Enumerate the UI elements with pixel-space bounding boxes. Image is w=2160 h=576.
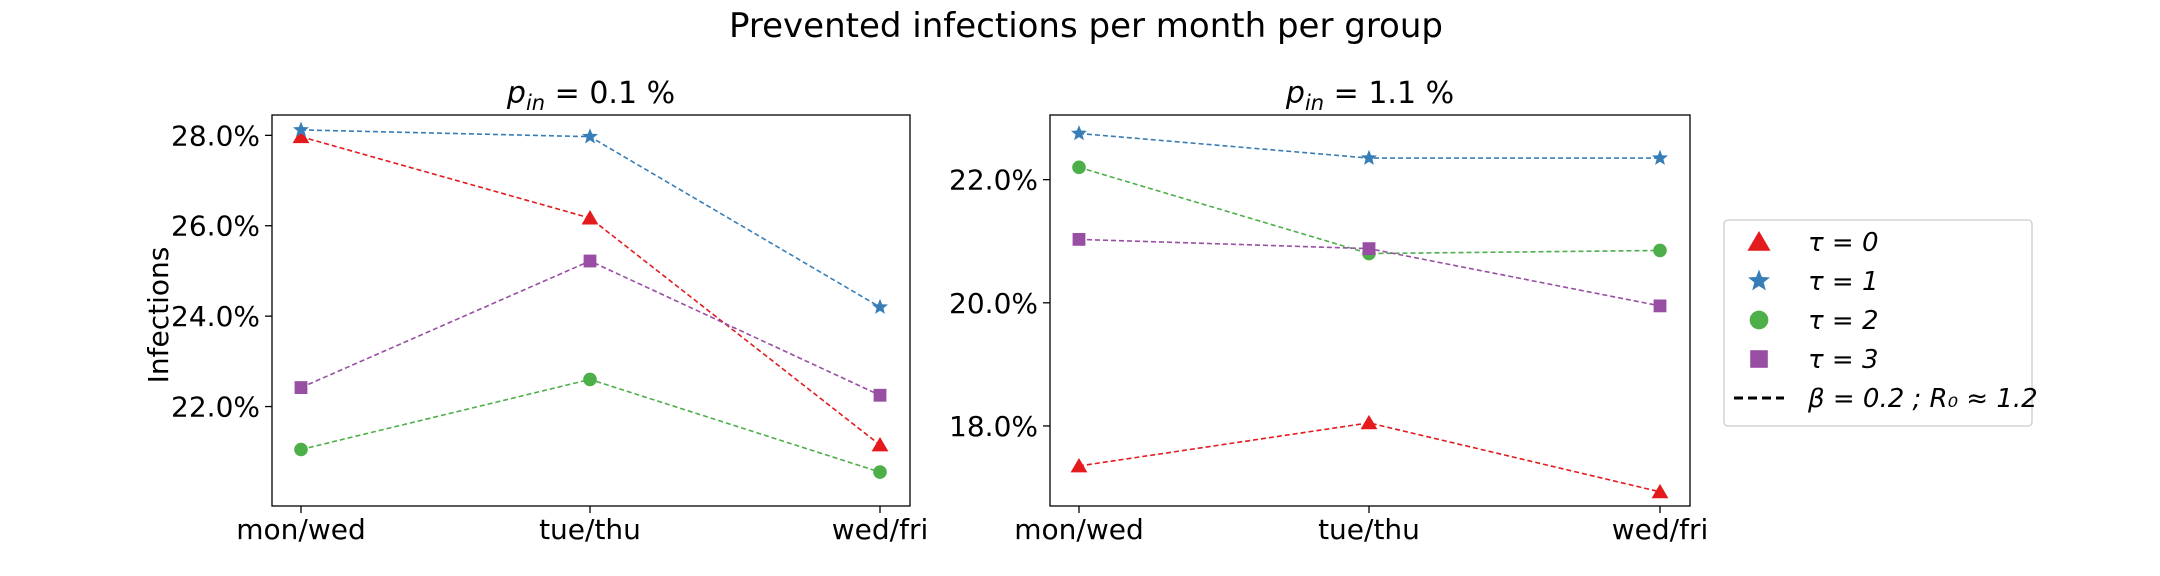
series-tau-3 [294,254,887,402]
data-point [1653,243,1667,258]
y-tick-label: 24.0% [171,300,260,333]
data-point [1652,149,1668,165]
series-line [1078,166,1661,255]
x-tick-label: wed/fri [1612,513,1708,546]
data-point [1362,242,1376,256]
legend-marker [1749,310,1769,330]
data-point [294,442,308,457]
y-tick-label: 26.0% [171,210,260,243]
series-tau-1 [1071,125,1668,165]
data-point [1361,149,1377,165]
x-tick-label: tue/thu [1318,513,1420,546]
data-point [582,128,598,144]
legend-label: τ = 2 [1808,306,1879,336]
legend-label: τ = 3 [1808,345,1879,375]
figure-title: Prevented infections per month per group [729,6,1443,46]
data-point [1651,483,1669,499]
series-tau-2 [294,372,887,479]
panel-title: pin = 1.1 % [1285,76,1454,115]
legend-entry: τ = 2 [1749,306,1879,336]
y-tick-label: 22.0% [949,164,1038,197]
chart-panel-1: pin = 0.1 % 22.0% 24.0% 26.0% 28.0% mon/wed tu… [171,76,928,546]
x-tick-label: wed/fri [832,513,928,546]
data-point [1653,299,1667,313]
legend-label: τ = 1 [1808,267,1879,297]
x-tick-label: tue/thu [539,513,641,546]
legend-marker [1750,350,1768,368]
legend-entry: τ = 3 [1750,345,1879,375]
series-tau-1 [293,121,888,314]
data-point [872,298,888,314]
legend-entry: β = 0.2 ; R₀ ≈ 1.2 [1734,384,2038,414]
data-point [581,210,599,225]
legend-marker [1747,231,1771,251]
data-point [873,388,887,402]
data-point [1072,160,1086,175]
series-tau-0 [1070,414,1669,499]
series-line [300,378,881,473]
data-point [1070,457,1088,473]
data-point [1071,125,1087,141]
y-tick-label: 28.0% [171,119,260,152]
series-line [300,135,881,446]
legend-label: β = 0.2 ; R₀ ≈ 1.2 [1807,384,2038,414]
series-tau-3 [1072,232,1667,313]
y-tick-label: 22.0% [171,391,260,424]
legend-label: τ = 0 [1808,228,1879,258]
panel-title: pin = 0.1 % [506,76,675,115]
legend-entry: τ = 1 [1748,267,1879,297]
y-axis-label: Infections [142,247,175,384]
data-point [292,128,310,144]
data-point [1072,232,1086,246]
data-point [1360,414,1378,430]
y-tick-label: 18.0% [949,410,1038,443]
data-point [583,254,597,268]
data-point [873,465,887,479]
plot-frame [271,114,911,507]
data-point [871,436,889,452]
legend-entry: τ = 0 [1747,228,1879,258]
data-point [293,121,309,137]
data-point [583,372,597,387]
legend-marker [1748,269,1770,291]
series-line [1078,422,1661,493]
plot-frame [1049,114,1691,507]
legend: τ = 0 τ = 1 τ = 2 τ = 3 β = 0.2 ; R₀ ≈ 1.2 [1723,219,2038,427]
chart-panels: pin = 0.1 % 22.0% 24.0% 26.0% 28.0% mon/wed tu… [171,76,1708,546]
x-tick-label: mon/wed [1014,513,1144,546]
x-tick-label: mon/wed [236,513,366,546]
y-tick-label: 20.0% [949,287,1038,320]
data-point [294,381,308,394]
legend-box [1723,219,2033,427]
series-tau-0 [292,128,889,452]
chart-panel-2: pin = 1.1 % 18.0% 20.0% 22.0% mon/wed tue/thu… [949,76,1708,546]
